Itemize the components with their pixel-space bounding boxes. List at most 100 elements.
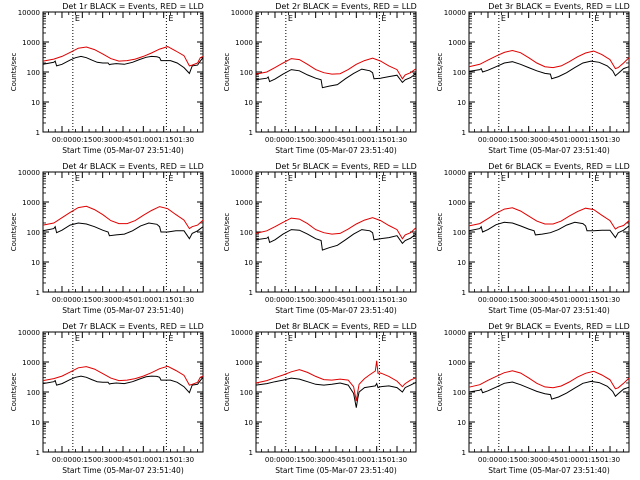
x-tick-label: 00:00	[478, 136, 498, 144]
y-tick-label: 10000	[231, 169, 253, 177]
x-tick-label: 01:15	[580, 136, 600, 144]
x-tick-label: 01:15	[154, 296, 174, 304]
x-tick-label: 00:00	[265, 136, 285, 144]
panel-title: Det 5r BLACK = Events, RED = LLD	[275, 162, 417, 171]
vline-letter: E	[381, 334, 386, 343]
y-tick-label: 10	[31, 259, 40, 267]
x-axis-label: Start Time (05-Mar-07 23:51:40)	[62, 146, 184, 155]
vline-letter: E	[594, 334, 599, 343]
plot-frame	[42, 11, 204, 133]
plot-frame	[468, 331, 630, 453]
x-tick-label: 01:30	[387, 456, 407, 464]
x-tick-label: 00:30	[93, 456, 113, 464]
series-line-events	[468, 60, 630, 80]
y-axis-label: Counts/sec	[436, 373, 444, 412]
x-tick-label: 01:00	[133, 456, 153, 464]
x-axis-label: Start Time (05-Mar-07 23:51:40)	[62, 466, 184, 475]
x-tick-label: 00:00	[478, 456, 498, 464]
vline-letter: E	[288, 174, 293, 183]
y-tick-label: 10	[457, 419, 466, 427]
series-line-events	[42, 375, 204, 394]
y-axis-label: Counts/sec	[436, 213, 444, 252]
x-tick-label: 00:45	[539, 296, 559, 304]
vline-letter: E	[594, 14, 599, 23]
x-tick-label: 00:45	[113, 136, 133, 144]
x-tick-label: 01:30	[387, 296, 407, 304]
x-tick-label: 01:15	[154, 456, 174, 464]
y-tick-label: 100	[240, 389, 253, 397]
y-tick-label: 1	[462, 129, 466, 137]
x-tick-label: 01:00	[559, 296, 579, 304]
x-tick-label: 00:45	[326, 296, 346, 304]
x-tick-label: 00:15	[498, 296, 518, 304]
plot-frame	[468, 11, 630, 133]
y-tick-label: 1	[36, 289, 40, 297]
y-axis-label: Counts/sec	[10, 373, 18, 412]
vline-letter: E	[501, 174, 506, 183]
vline-letter: E	[594, 174, 599, 183]
y-tick-label: 10	[244, 419, 253, 427]
x-tick-label: 00:15	[285, 456, 305, 464]
x-tick-label: 01:00	[346, 136, 366, 144]
vline-letter: E	[168, 334, 173, 343]
y-tick-label: 10	[31, 419, 40, 427]
x-tick-label: 00:30	[519, 136, 539, 144]
series-line-events	[255, 377, 417, 408]
panel-title: Det 6r BLACK = Events, RED = LLD	[488, 162, 630, 171]
x-tick-label: 01:15	[580, 456, 600, 464]
x-tick-label: 01:15	[367, 136, 387, 144]
y-tick-label: 10	[31, 99, 40, 107]
x-tick-label: 00:30	[519, 456, 539, 464]
y-tick-label: 1	[249, 289, 253, 297]
x-tick-label: 00:00	[265, 456, 285, 464]
series-line-events	[42, 55, 204, 75]
y-tick-label: 1	[462, 449, 466, 457]
y-tick-label: 1	[249, 129, 253, 137]
panel-title: Det 1r BLACK = Events, RED = LLD	[62, 2, 204, 11]
series-line-lld	[255, 217, 417, 240]
y-tick-label: 1	[36, 129, 40, 137]
x-axis-label: Start Time (05-Mar-07 23:51:40)	[275, 306, 397, 315]
x-tick-label: 01:00	[346, 296, 366, 304]
x-axis-label: Start Time (05-Mar-07 23:51:40)	[275, 146, 397, 155]
panel-4: Det 4r BLACK = Events, RED = LLD 1 10 100 10…	[10, 162, 204, 315]
series-line-lld	[42, 365, 204, 386]
y-axis-label: Counts/sec	[436, 53, 444, 92]
vline-letter: E	[501, 14, 506, 23]
x-tick-label: 00:30	[93, 296, 113, 304]
x-tick-label: 01:30	[600, 296, 620, 304]
series-line-lld	[468, 49, 630, 70]
y-tick-label: 10000	[444, 329, 466, 337]
x-tick-label: 01:30	[387, 136, 407, 144]
x-tick-label: 01:30	[600, 456, 620, 464]
x-tick-label: 00:30	[519, 296, 539, 304]
y-tick-label: 1000	[22, 199, 40, 207]
series-line-lld	[468, 370, 630, 390]
panel-title: Det 7r BLACK = Events, RED = LLD	[62, 322, 204, 331]
y-tick-label: 1000	[235, 39, 253, 47]
x-tick-label: 00:15	[285, 296, 305, 304]
x-axis-label: Start Time (05-Mar-07 23:51:40)	[488, 146, 610, 155]
x-axis-label: Start Time (05-Mar-07 23:51:40)	[275, 466, 397, 475]
x-tick-label: 00:45	[326, 136, 346, 144]
plot-frame	[42, 331, 204, 453]
vline-letter: E	[381, 174, 386, 183]
x-tick-label: 01:00	[559, 136, 579, 144]
y-axis-label: Counts/sec	[223, 53, 231, 92]
series-line-lld	[255, 57, 417, 80]
x-tick-label: 00:30	[306, 456, 326, 464]
x-tick-label: 00:00	[265, 296, 285, 304]
vline-letter: E	[288, 14, 293, 23]
panel-3: Det 3r BLACK = Events, RED = LLD 1 10 100 10…	[436, 2, 630, 155]
y-tick-label: 1	[462, 289, 466, 297]
x-tick-label: 01:00	[346, 456, 366, 464]
y-tick-label: 10000	[444, 169, 466, 177]
y-tick-label: 1000	[22, 39, 40, 47]
x-tick-label: 00:15	[498, 456, 518, 464]
panel-7: Det 7r BLACK = Events, RED = LLD 1 10 100 10…	[10, 322, 204, 475]
x-tick-label: 01:15	[580, 296, 600, 304]
x-axis-label: Start Time (05-Mar-07 23:51:40)	[488, 306, 610, 315]
x-tick-label: 01:30	[174, 456, 194, 464]
series-line-lld	[468, 207, 630, 230]
